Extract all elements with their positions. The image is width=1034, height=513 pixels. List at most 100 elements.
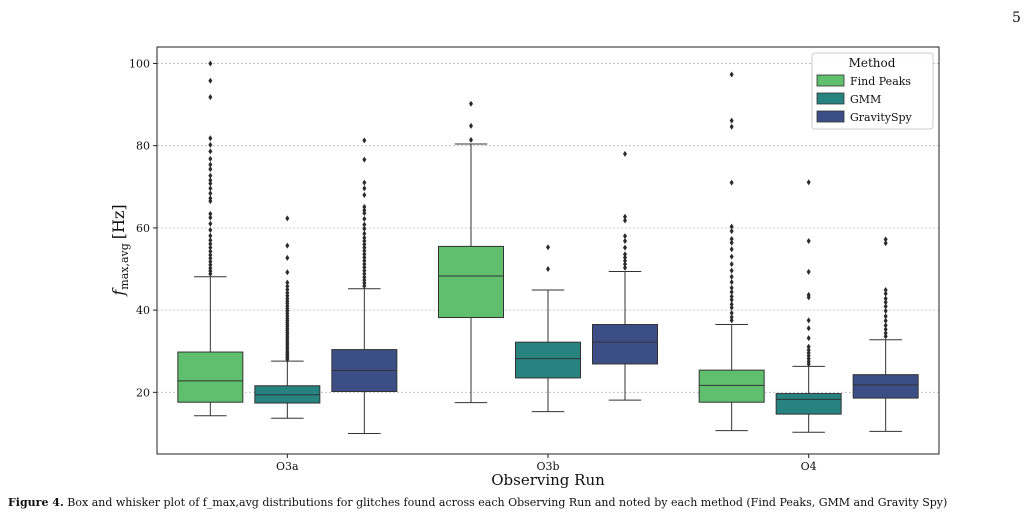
- outlier-point: [208, 220, 213, 227]
- outlier-point: [362, 179, 367, 186]
- legend-item: GMM: [816, 92, 881, 106]
- outlier-point: [208, 255, 213, 262]
- outlier-point: [546, 244, 550, 251]
- outlier-point: [729, 289, 734, 296]
- box-plot-chart: 20 40 60 80 100 O3a O3b O4 Observing Run fmax,…: [109, 46, 940, 489]
- outlier-point: [883, 295, 888, 302]
- outlier-point: [362, 221, 367, 228]
- outlier-point: [729, 317, 734, 324]
- outlier-point: [729, 284, 734, 291]
- outlier-point: [729, 309, 734, 316]
- outlier-point: [208, 258, 213, 265]
- outlier-point: [546, 266, 550, 272]
- legend: Method Find Peaks GMM GravitySpy: [811, 52, 934, 130]
- outlier-point: [729, 71, 734, 78]
- outlier-point: [362, 257, 367, 264]
- outlier-point: [285, 289, 290, 296]
- outlier-point: [883, 307, 888, 314]
- outlier-point: [806, 268, 811, 275]
- outlier-point: [208, 265, 213, 272]
- outlier-point: [729, 293, 734, 300]
- outlier-point: [729, 228, 734, 235]
- box-gmm-o3a: [254, 215, 321, 419]
- x-tick-label: O4: [801, 460, 817, 473]
- outlier-point: [729, 267, 734, 274]
- outlier-point: [729, 117, 734, 124]
- box-gravityspy-o4: [852, 236, 919, 432]
- outlier-point: [208, 172, 213, 179]
- y-ticks: 20 40 60 80 100: [129, 57, 157, 399]
- outlier-point: [469, 136, 473, 143]
- outlier-point: [208, 232, 213, 239]
- outlier-point: [729, 301, 734, 308]
- outlier-point: [623, 217, 627, 224]
- outlier-point: [806, 317, 811, 324]
- outlier-point: [806, 325, 811, 332]
- outlier-point: [729, 304, 734, 311]
- outlier-point: [362, 156, 367, 163]
- legend-label: GravitySpy: [850, 111, 913, 124]
- outlier-point: [208, 248, 213, 255]
- x-tick-label: O3b: [536, 460, 559, 473]
- outlier-point: [883, 236, 888, 243]
- outlier-point: [469, 100, 473, 107]
- outlier-point: [806, 179, 811, 186]
- outlier-point: [208, 185, 213, 192]
- x-tick-label: O3a: [276, 460, 299, 473]
- outlier-point: [729, 314, 734, 321]
- outlier-point: [362, 192, 367, 198]
- box-gravityspy-o3a: [331, 137, 398, 434]
- outlier-point: [883, 299, 888, 306]
- box-find-peaks-o3a: [177, 60, 244, 417]
- outlier-point: [729, 123, 734, 130]
- outlier-point: [806, 346, 811, 353]
- y-axis-label-base: f: [109, 287, 128, 297]
- outlier-point: [208, 77, 213, 84]
- outlier-point: [362, 267, 367, 274]
- outlier-point: [362, 264, 367, 271]
- outlier-point: [285, 283, 290, 290]
- outlier-point: [285, 279, 290, 286]
- y-axis-label-unit: [Hz]: [109, 204, 128, 239]
- legend-swatch: [816, 110, 845, 123]
- iqr-box: [775, 393, 842, 415]
- outlier-point: [362, 254, 367, 261]
- outlier-point: [208, 261, 213, 268]
- iqr-box: [698, 369, 765, 403]
- outlier-point: [285, 215, 290, 222]
- legend-label: Find Peaks: [850, 75, 911, 88]
- outlier-point: [623, 254, 627, 261]
- outlier-point: [362, 203, 367, 210]
- outlier-point: [623, 233, 627, 240]
- outlier-point: [883, 303, 888, 310]
- outlier-point: [729, 253, 734, 260]
- page-number: 5: [1012, 10, 1021, 26]
- outlier-point: [208, 94, 213, 101]
- y-axis-label: fmax,avg [Hz]: [109, 204, 131, 296]
- x-ticks: O3a O3b O4: [276, 454, 817, 473]
- y-axis-label-subscript: max,avg: [118, 243, 131, 290]
- outlier-point: [208, 148, 213, 155]
- outlier-point: [623, 257, 627, 264]
- legend-item: GravitySpy: [816, 110, 913, 124]
- outlier-point: [208, 226, 213, 233]
- outlier-point: [208, 237, 213, 244]
- outlier-point: [729, 296, 734, 303]
- legend-swatch: [816, 92, 845, 105]
- outlier-point: [208, 177, 213, 184]
- outlier-point: [362, 230, 367, 237]
- outlier-point: [806, 238, 811, 245]
- outlier-point: [285, 254, 290, 261]
- outlier-point: [883, 286, 888, 293]
- iqr-box: [438, 245, 504, 319]
- outlier-point: [883, 317, 888, 324]
- outlier-point: [362, 251, 367, 258]
- box-find-peaks-o3b: [438, 100, 504, 404]
- outlier-point: [285, 242, 290, 249]
- outlier-point: [883, 322, 888, 329]
- caption-label: Figure 4.: [8, 496, 64, 509]
- box-gmm-o4: [775, 179, 842, 433]
- outlier-point: [208, 141, 213, 148]
- outlier-point: [806, 343, 811, 350]
- outlier-point: [208, 190, 213, 197]
